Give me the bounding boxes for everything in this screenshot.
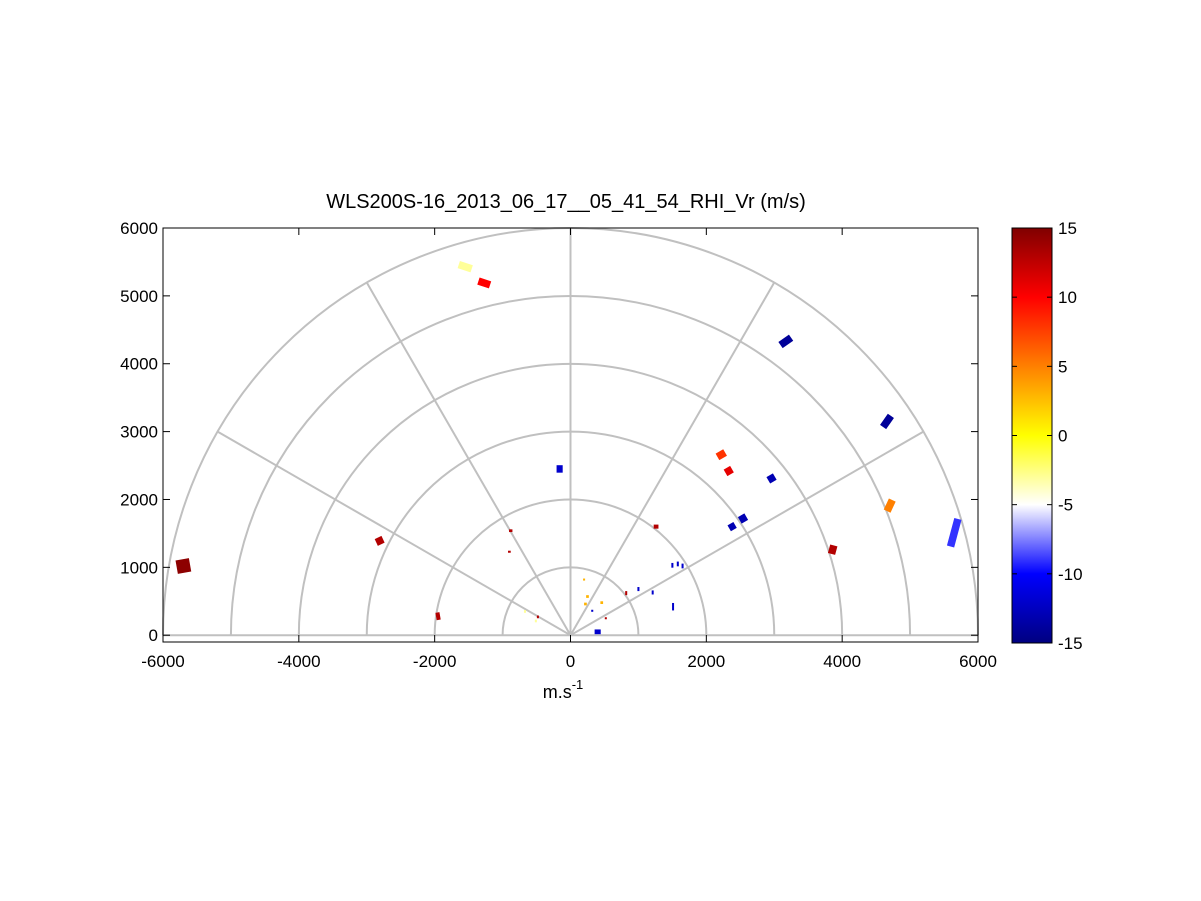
data-point-9 (534, 619, 537, 623)
data-point-26 (715, 449, 727, 461)
x-tick-label-0: -6000 (141, 652, 184, 671)
data-point-32 (827, 544, 838, 555)
x-tick-label-1: -4000 (277, 652, 320, 671)
data-point-2 (435, 612, 441, 621)
data-point-34 (883, 498, 896, 513)
colorbar-tick-label-3: 0 (1058, 427, 1067, 446)
data-point-17 (594, 629, 601, 635)
data-point-30 (766, 473, 777, 484)
data-point-13 (584, 602, 587, 606)
x-tick-label-6: 6000 (959, 652, 997, 671)
colorbar (1012, 228, 1052, 643)
x-tick-label-2: -2000 (413, 652, 456, 671)
data-point-19 (637, 587, 640, 592)
data-point-23 (671, 562, 674, 568)
data-point-25 (681, 563, 684, 569)
x-tick-label-5: 4000 (823, 652, 861, 671)
data-point-3 (457, 261, 473, 273)
colorbar-tick-label-6: -15 (1058, 634, 1083, 653)
colorbar-tick-label-2: 5 (1058, 357, 1067, 376)
data-point-1 (374, 535, 385, 546)
data-point-15 (600, 601, 604, 604)
data-point-0 (175, 558, 192, 574)
data-point-20 (651, 590, 654, 595)
data-point-10 (536, 615, 539, 619)
polar-spoke-150 (217, 430, 571, 637)
colorbar-ticks: 15 10 5 0 -5 -10 -15 (1012, 219, 1083, 653)
data-point-27 (723, 465, 734, 477)
x-axis-label-exponent: -1 (572, 677, 584, 692)
y-tick-label-4: 4000 (120, 355, 158, 374)
data-point-29 (737, 513, 749, 524)
data-point-31 (778, 334, 794, 349)
data-marks (175, 261, 962, 635)
data-point-28 (727, 521, 737, 532)
data-point-14 (591, 609, 594, 612)
y-tick-label-2: 2000 (120, 490, 158, 509)
y-tick-label-5: 5000 (120, 287, 158, 306)
y-tick-label-0: 0 (149, 626, 158, 645)
polar-grid (162, 227, 979, 637)
data-point-18 (625, 591, 628, 596)
data-point-4 (477, 277, 492, 289)
x-tick-label-3: 0 (566, 652, 575, 671)
data-point-8 (523, 610, 527, 613)
y-tick-label-6: 6000 (120, 219, 158, 238)
data-point-12 (586, 595, 589, 598)
data-point-21 (672, 602, 675, 611)
y-tick-label-1: 1000 (120, 558, 158, 577)
data-point-22 (653, 524, 659, 529)
colorbar-tick-label-4: -5 (1058, 496, 1073, 515)
data-point-35 (946, 517, 962, 548)
axis-ticks: -6000 -4000 -2000 0 2000 4000 6000 0 1000 2000 300… (120, 219, 997, 671)
y-tick-label-3: 3000 (120, 423, 158, 442)
data-point-5 (556, 465, 563, 473)
data-point-24 (676, 561, 679, 567)
data-point-11 (583, 578, 586, 581)
colorbar-tick-label-0: 15 (1058, 219, 1077, 238)
colorbar-tick-label-5: -10 (1058, 565, 1083, 584)
polar-spoke-30 (570, 430, 924, 637)
data-point-7 (508, 550, 511, 553)
polar-spoke-60 (569, 282, 776, 636)
chart-title: WLS200S-16_2013_06_17__05_41_54_RHI_Vr (… (326, 191, 806, 213)
data-point-33 (880, 413, 894, 430)
data-point-16 (604, 617, 607, 620)
colorbar-tick-label-1: 10 (1058, 288, 1077, 307)
data-point-6 (509, 529, 513, 533)
x-axis-label: m.s-1 (543, 677, 584, 702)
x-tick-label-4: 2000 (687, 652, 725, 671)
x-axis-label-base: m.s (543, 682, 572, 702)
polar-spoke-120 (365, 282, 572, 636)
